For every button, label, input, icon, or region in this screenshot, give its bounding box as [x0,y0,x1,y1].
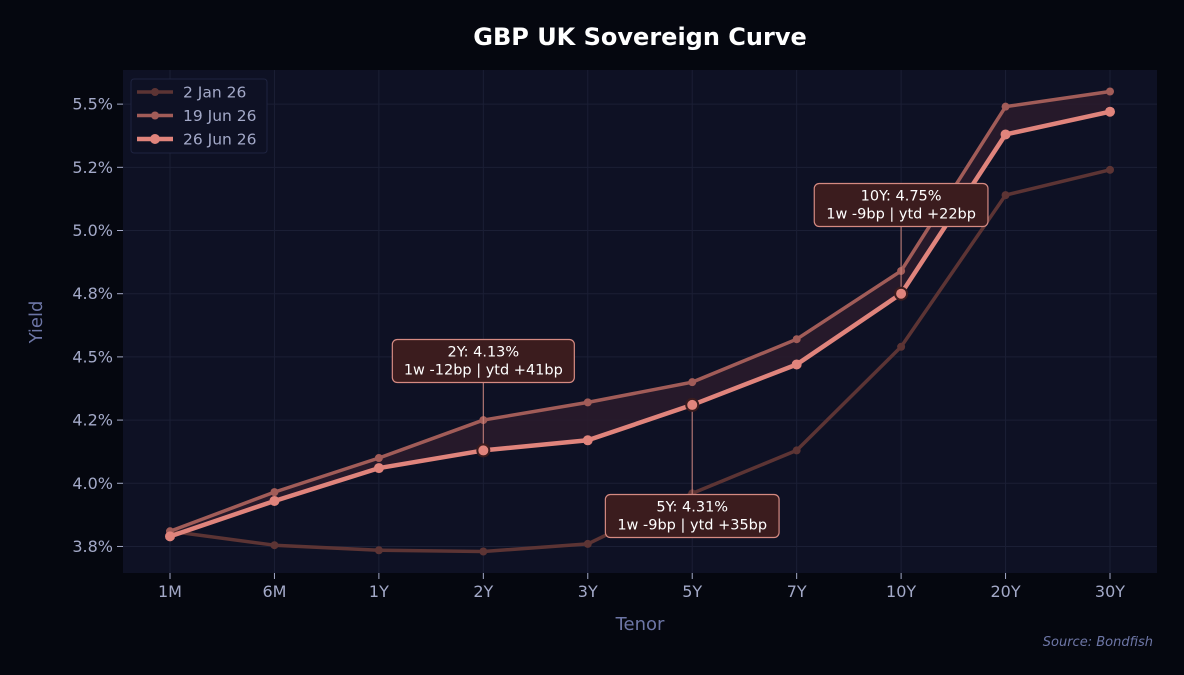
annotation-marker [685,397,700,412]
annotation-marker [476,443,491,458]
legend-swatch-marker [151,88,159,96]
legend-label: 26 Jun 26 [183,131,257,149]
series-1-point [1001,191,1010,200]
series-2-point [1106,87,1114,96]
series-1-point [479,547,488,556]
y-tick-label: 5.0% [72,221,113,240]
series-1-point [374,546,383,555]
x-tick-label: 20Y [990,582,1020,601]
annotations: 2Y: 4.13% 1w -12bp | ytd +41bp 5Y: 4.31% 1w… [391,182,989,539]
y-axis-label: Yield [26,301,47,345]
annotation-box [813,182,989,228]
legend-label: 2 Jan 26 [183,84,246,102]
annotation-detail: 1w -9bp | ytd +35bp [617,518,767,534]
x-tick-label: 5Y [682,582,702,601]
legend-box [130,78,268,154]
series-2-point [792,335,801,344]
series-2-point [270,488,279,497]
series-1-point [583,539,592,548]
series-1-point [270,541,279,550]
legend-swatch-marker [151,111,159,120]
y-tick-label: 4.0% [72,474,113,493]
annotation-box [391,338,575,384]
series-3-point [791,359,802,370]
annotation-title: 2Y: 4.13% [447,345,519,361]
axes: 3.8% 4.0% 4.2% 4.5% 4.8% 5.0% 5.2% 5.5% 1M 6M 1Y 2Y… [72,95,1125,601]
x-tick-label: 6M [262,582,286,601]
annotation-title: 5Y: 4.31% [656,500,728,516]
x-tick-label: 30Y [1095,582,1125,601]
chart-title: GBP UK Sovereign Curve [473,23,807,51]
y-tick-label: 3.8% [72,537,113,556]
series-2-point [688,378,697,387]
legend: 2 Jan 26 19 Jun 26 26 Jun 26 [130,78,268,154]
x-axis-label: Tenor [615,614,665,635]
series-3-point [269,495,280,506]
y-tick-label: 4.5% [72,347,113,366]
y-tick-label: 4.8% [72,284,113,303]
y-tick-label: 4.2% [72,411,113,430]
legend-label: 19 Jun 26 [183,107,257,125]
x-tick-label: 1Y [369,582,389,601]
x-tick-label: 10Y [886,582,916,601]
y-tick-label: 5.5% [72,95,113,114]
series-3-point [373,463,384,474]
legend-swatch-marker [150,134,160,144]
series-1-point [792,446,801,455]
annotation-detail: 1w -9bp | ytd +22bp [826,207,976,223]
series-1-point [897,342,906,351]
annotation-detail: 1w -12bp | ytd +41bp [404,363,563,379]
series-1-point [1106,165,1114,174]
series-3-point [582,435,593,446]
series-2-point [1001,102,1010,111]
x-tick-label: 1M [158,582,182,601]
y-tick-label: 5.2% [72,158,113,177]
x-tick-label: 7Y [787,582,807,601]
series-3-point [1000,129,1011,140]
x-tick-label: 2Y [473,582,493,601]
source-note: Source: Bondfish [1043,635,1153,650]
annotation-marker [894,286,909,301]
series-2-point [374,453,383,462]
series-2-point [583,398,592,407]
x-tick-label: 3Y [578,582,598,601]
annotation-title: 10Y: 4.75% [861,189,942,205]
series-3-point [165,531,175,542]
series-3-point [1105,106,1115,117]
annotation-box [604,493,780,539]
